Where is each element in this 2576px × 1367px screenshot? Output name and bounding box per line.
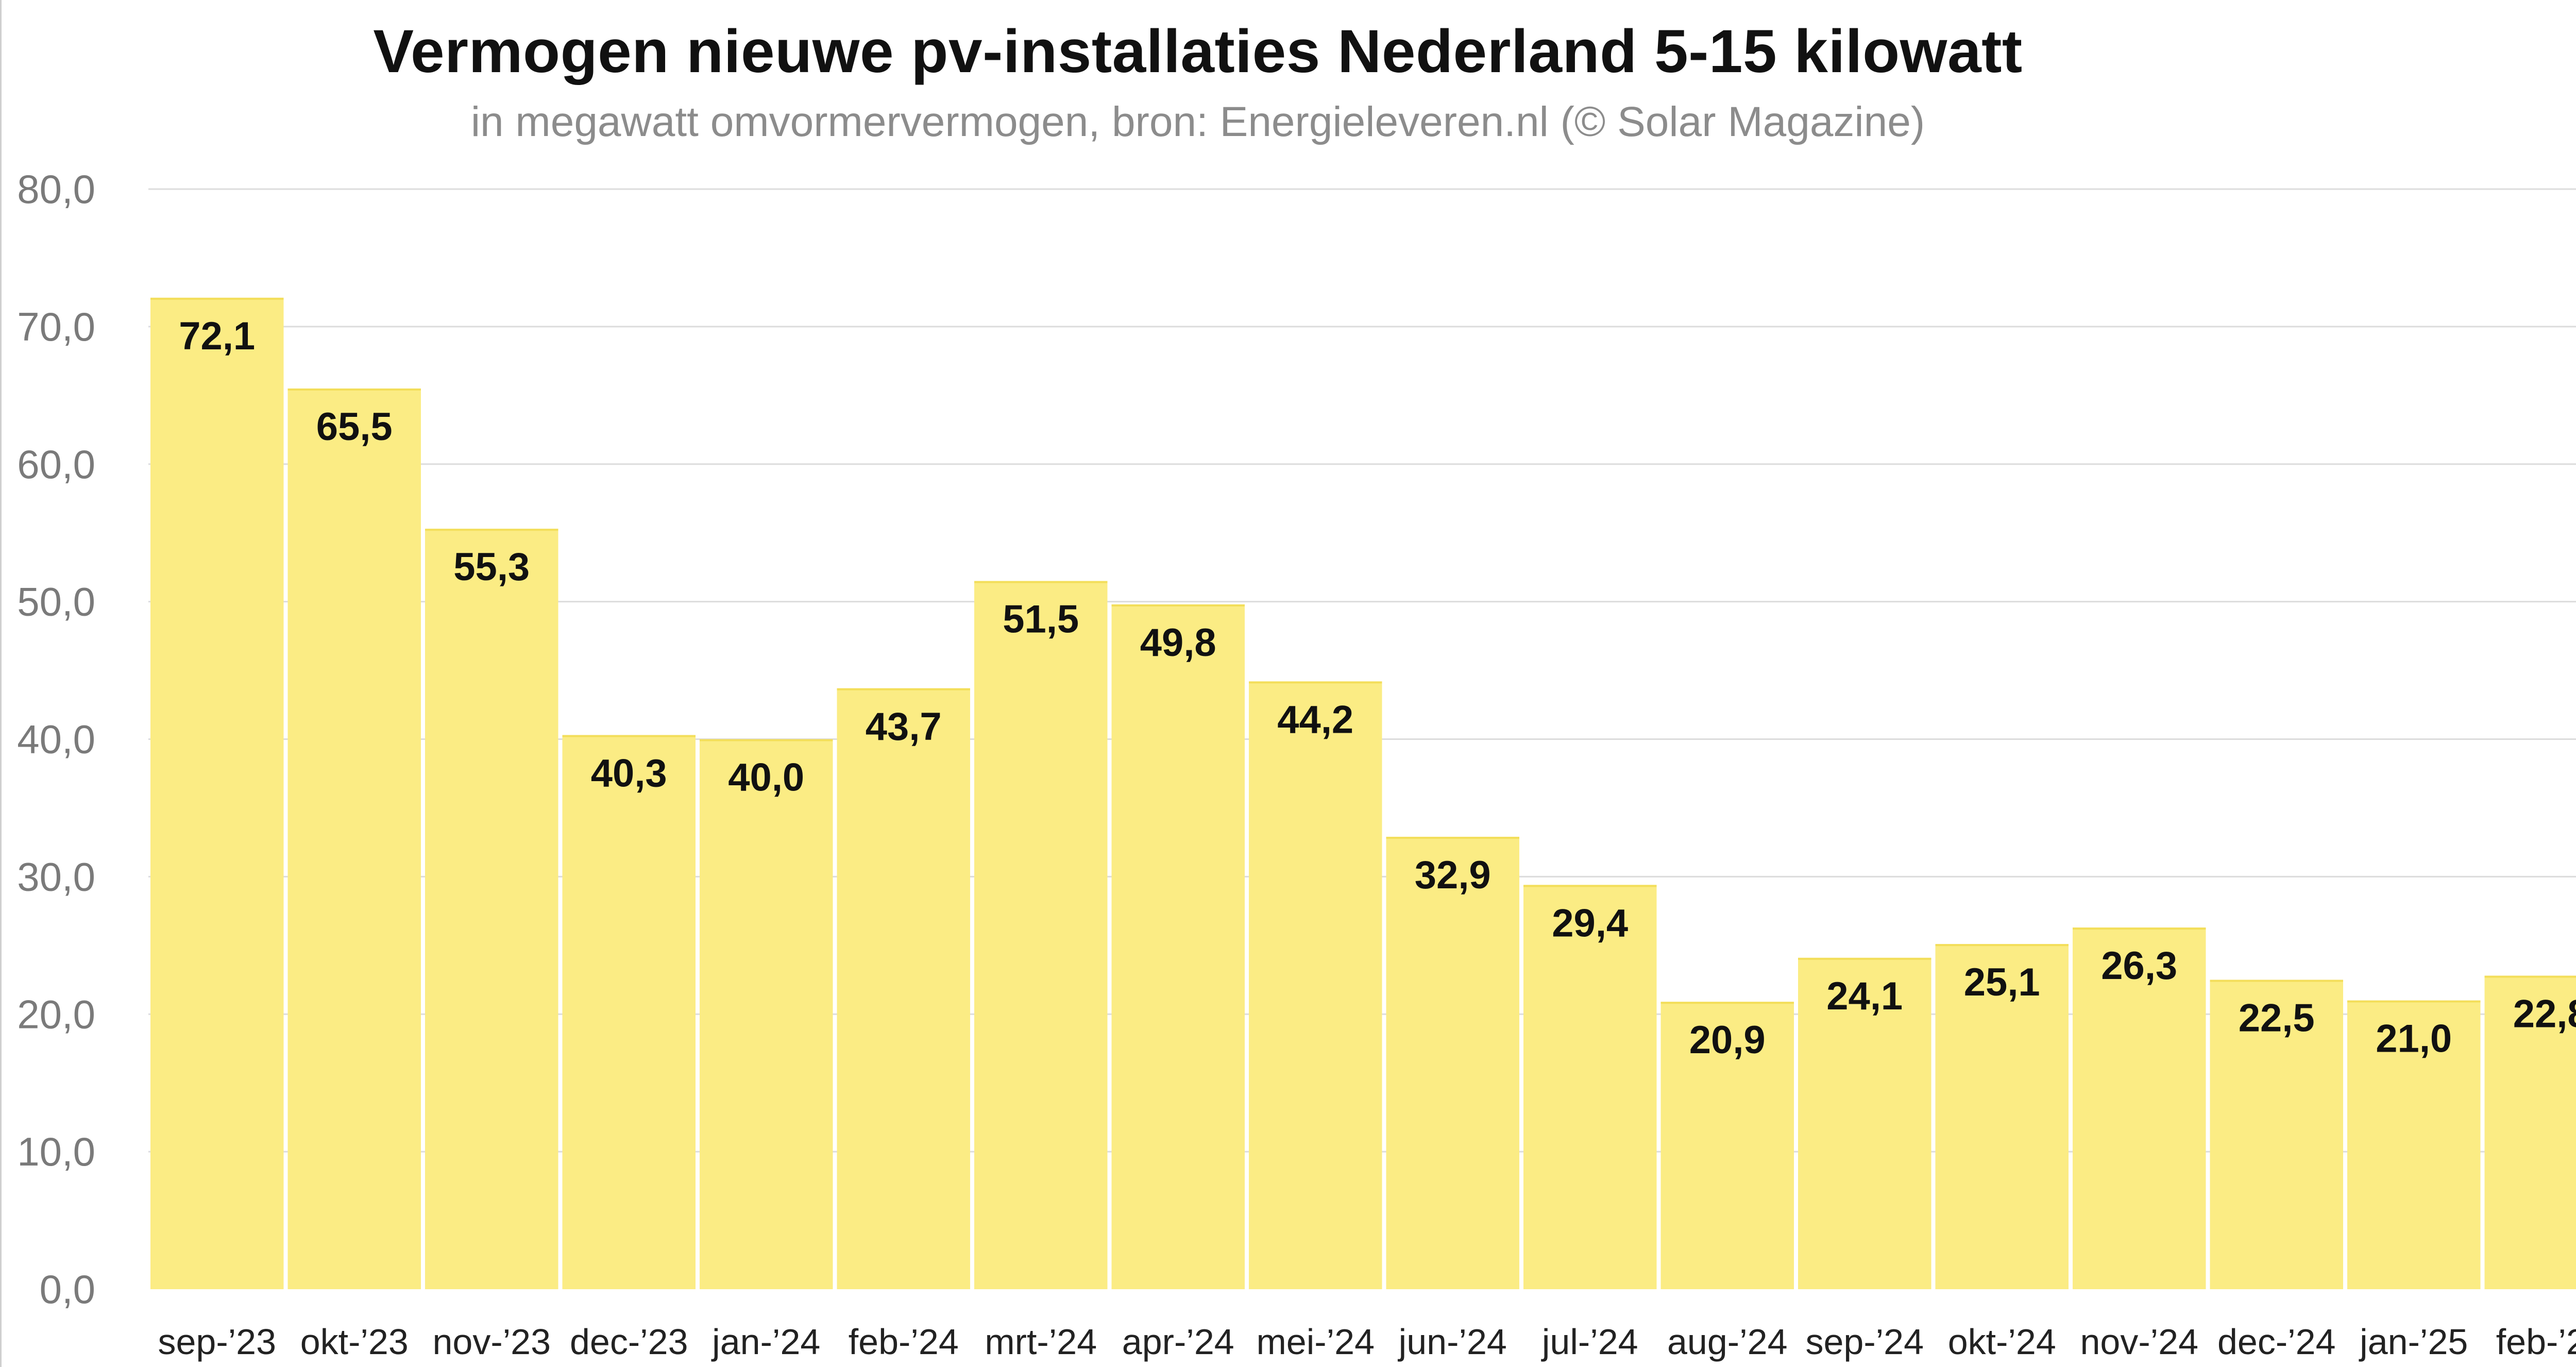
y-tick-label: 60,0 [17,442,95,487]
data-label: 22,8 [2513,992,2576,1036]
x-tick-label: feb-’24 [849,1322,959,1362]
y-tick-label: 40,0 [17,717,95,762]
bar-top-edge [700,739,833,741]
bar [1523,885,1657,1289]
bar [1386,836,1519,1289]
x-axis-ticks: sep-’23 okt-’23 nov-’23 dec-’23 jan-’24 feb-’… [158,1322,2576,1362]
data-label: 22,5 [2239,997,2315,1040]
x-tick-label: mei-’24 [1256,1322,1375,1362]
x-tick-label: jan-’25 [2359,1322,2468,1362]
data-label: 26,3 [2101,944,2177,988]
data-label: 24,1 [1826,974,1903,1018]
bar-top-edge [562,735,696,737]
data-label: 44,2 [1277,698,1353,741]
bar-top-edge [2347,1000,2481,1003]
bar-top-edge [2210,980,2343,982]
bar-top-edge [2073,927,2206,930]
y-tick-label: 10,0 [17,1129,95,1174]
x-tick-label: nov-’23 [432,1322,551,1362]
bar [700,739,833,1289]
data-label: 40,3 [591,751,667,795]
bar [837,688,970,1289]
y-tick-label: 0,0 [40,1267,95,1312]
bar [2347,1000,2481,1289]
x-tick-label: okt-’24 [1948,1322,2056,1362]
data-label: 25,1 [1964,960,2040,1004]
x-tick-label: feb-’25 [2496,1322,2576,1362]
bar [2210,980,2343,1289]
y-tick-label: 30,0 [17,854,95,899]
bar-top-edge [425,529,558,531]
gridlines [148,188,2576,1153]
data-label: 51,5 [1003,598,1079,642]
bar [425,529,558,1289]
chart-title: Vermogen nieuwe pv-installaties Nederlan… [373,18,2023,86]
x-tick-label: nov-’24 [2080,1322,2198,1362]
bar-top-edge [1386,836,1519,839]
y-tick-label: 50,0 [17,579,95,625]
bar [150,297,284,1289]
x-tick-label: aug-’24 [1667,1322,1788,1362]
y-tick-label: 20,0 [17,991,95,1037]
bars [150,297,2576,1289]
bar-top-edge [2484,975,2576,978]
x-tick-label: dec-’23 [570,1322,688,1362]
data-label: 49,8 [1140,621,1216,665]
bar [974,581,1108,1289]
bar [1111,604,1245,1289]
bar-top-edge [837,688,970,690]
bar [2073,927,2206,1289]
bar-top-edge [974,581,1108,583]
bar [562,735,696,1289]
data-label: 72,1 [179,314,255,358]
bar-top-edge [1660,1002,1794,1004]
bar [1798,957,1931,1289]
x-tick-label: jul-’24 [1541,1322,1638,1362]
bar [287,388,421,1289]
x-tick-label: mrt-’24 [985,1322,1097,1362]
x-tick-label: jan-’24 [711,1322,820,1362]
bar-top-edge [1798,957,1931,960]
data-label: 29,4 [1552,901,1628,945]
data-label: 32,9 [1415,853,1491,897]
bar [2484,975,2576,1289]
data-label: 43,7 [866,705,942,749]
data-label: 65,5 [316,405,393,449]
x-tick-label: dec-’24 [2217,1322,2336,1362]
bar-top-edge [1523,885,1657,887]
x-tick-label: apr-’24 [1122,1322,1234,1362]
y-axis-ticks: 0,0 10,0 20,0 30,0 40,0 50,0 60,0 70,0 80,0 [17,166,95,1312]
x-tick-label: okt-’23 [300,1322,409,1362]
data-label: 21,0 [2376,1017,2452,1061]
chart-subtitle: in megawatt omvormervermogen, bron: Ener… [470,98,1925,145]
bar-top-edge [150,297,284,300]
bar-top-edge [1111,604,1245,606]
bar [1660,1002,1794,1289]
x-tick-label: sep-’23 [158,1322,276,1362]
data-label: 20,9 [1689,1018,1766,1062]
y-tick-label: 70,0 [17,304,95,349]
bar-top-edge [1935,944,2069,947]
bar-top-edge [287,388,421,391]
bar [1249,681,1382,1289]
y-tick-label: 80,0 [17,166,95,212]
data-labels: 72,1 65,5 55,3 40,3 40,0 43,7 51,5 49,8 44,2 32,9… [179,314,2576,1062]
x-tick-label: jun-’24 [1398,1322,1507,1362]
data-label: 55,3 [453,545,530,589]
data-label: 40,0 [728,756,804,800]
x-tick-label: sep-’24 [1805,1322,1924,1362]
bar [1935,944,2069,1289]
bar-top-edge [1249,681,1382,684]
